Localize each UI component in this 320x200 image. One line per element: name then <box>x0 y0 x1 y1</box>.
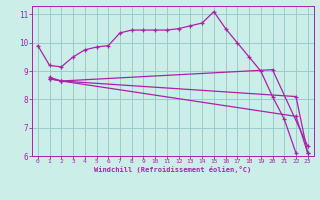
X-axis label: Windchill (Refroidissement éolien,°C): Windchill (Refroidissement éolien,°C) <box>94 166 252 173</box>
